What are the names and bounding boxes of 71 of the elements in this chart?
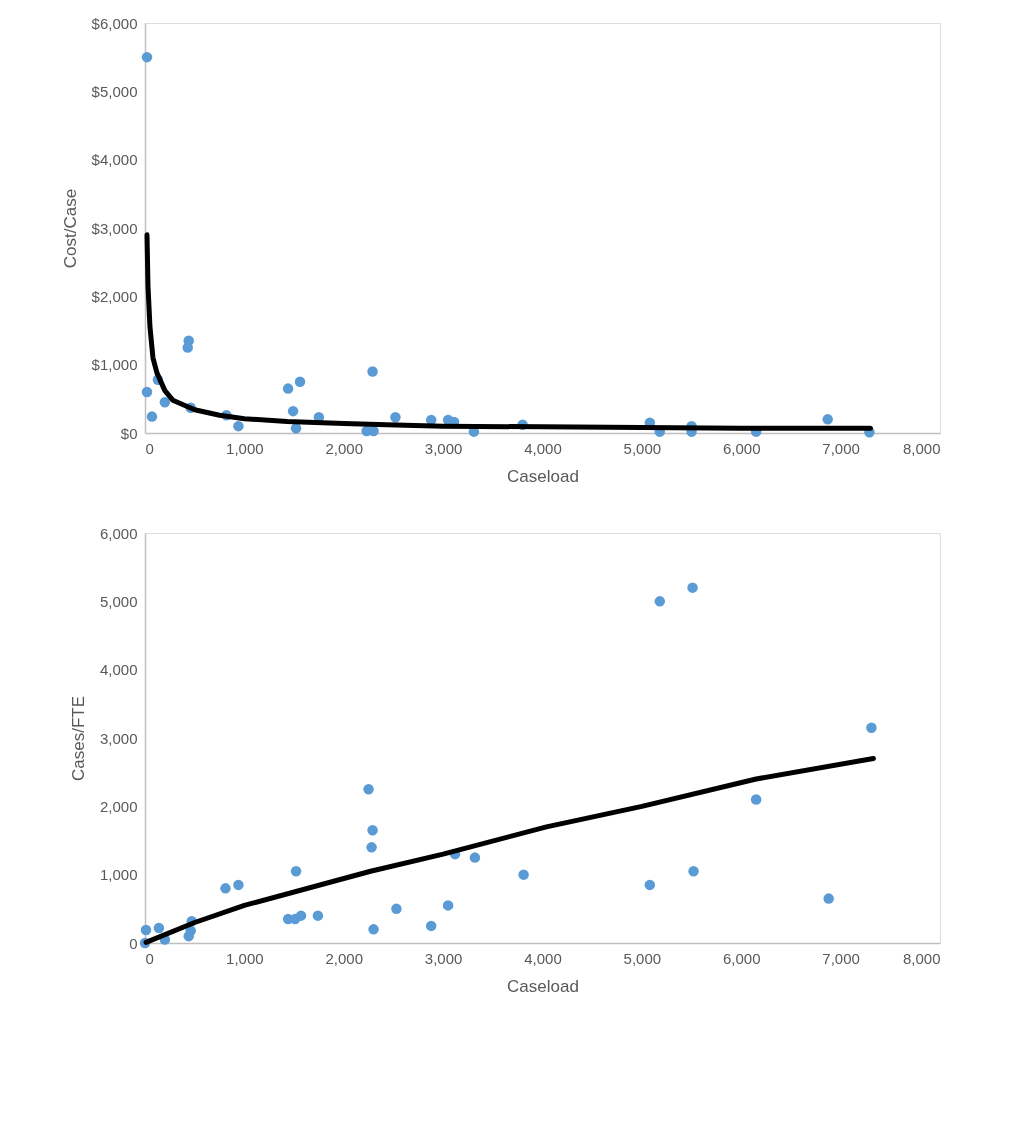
y-tick-label: $6,000	[91, 14, 138, 32]
x-tick-label: 6,000	[722, 439, 761, 457]
point	[822, 414, 833, 425]
point	[368, 924, 379, 935]
point	[391, 903, 402, 915]
point	[687, 582, 698, 593]
point	[146, 411, 158, 422]
x-tick-label: 3,000	[424, 949, 463, 967]
x-tick-label: 2,000	[325, 439, 364, 457]
x-tick-label: 5,000	[623, 439, 662, 457]
x-tick-label: 3,000	[424, 439, 463, 457]
point	[425, 920, 437, 932]
point	[367, 825, 378, 836]
x-tick-label: 8,000	[902, 439, 941, 457]
point	[159, 397, 171, 408]
point	[363, 784, 374, 795]
x-tick-label: 4,000	[524, 949, 562, 967]
y-tick-label: 4,000	[99, 661, 138, 679]
point	[182, 342, 193, 353]
point	[390, 412, 401, 423]
y-tick-label: $2,000	[91, 287, 138, 305]
x-tick-label: 2,000	[325, 949, 364, 967]
point	[312, 910, 324, 921]
x-tick-label: 7,000	[822, 949, 860, 967]
point	[233, 879, 244, 891]
y-tick-label: $1,000	[91, 356, 138, 374]
y-tick-label: $0	[120, 424, 138, 442]
point	[233, 420, 244, 432]
y-tick-label: 5,000	[99, 592, 138, 610]
y-tick-label: 2,000	[99, 797, 138, 815]
point	[688, 866, 699, 877]
y-tick-label: 0	[129, 934, 138, 952]
point	[282, 383, 294, 394]
x-tick-label: 0	[145, 439, 154, 457]
point	[140, 924, 152, 936]
point	[469, 852, 481, 863]
point	[141, 386, 153, 398]
point	[141, 51, 153, 63]
y-tick-label: $4,000	[91, 151, 138, 169]
y-tick-label: 1,000	[99, 866, 138, 884]
x-axis-title: Caseload	[507, 976, 579, 996]
point	[518, 869, 529, 880]
point	[823, 893, 834, 904]
y-tick-label: 3,000	[99, 729, 138, 747]
x-axis-title: Caseload	[507, 466, 579, 486]
point	[442, 900, 454, 911]
point	[367, 366, 378, 377]
point	[153, 922, 165, 934]
point	[866, 722, 877, 733]
x-tick-label: 4,000	[524, 439, 562, 457]
y-tick-label: 6,000	[99, 524, 138, 542]
point	[654, 596, 666, 607]
y-axis-title: Cost/Case	[60, 188, 80, 269]
point	[294, 376, 306, 387]
x-tick-label: 0	[145, 949, 154, 967]
point	[220, 883, 231, 894]
point	[295, 910, 307, 921]
x-tick-label: 1,000	[226, 439, 264, 457]
y-axis-title: Cases/FTE	[68, 695, 88, 782]
x-tick-label: 6,000	[722, 949, 761, 967]
x-tick-label: 8,000	[902, 949, 941, 967]
point	[366, 842, 377, 853]
y-tick-label: $3,000	[91, 219, 138, 237]
y-tick-label: $5,000	[91, 82, 138, 100]
point	[750, 794, 762, 805]
x-tick-label: 1,000	[226, 949, 264, 967]
point	[290, 866, 302, 877]
x-tick-label: 5,000	[623, 949, 662, 967]
x-tick-label: 7,000	[822, 439, 860, 457]
point	[644, 879, 656, 891]
point	[287, 405, 299, 417]
